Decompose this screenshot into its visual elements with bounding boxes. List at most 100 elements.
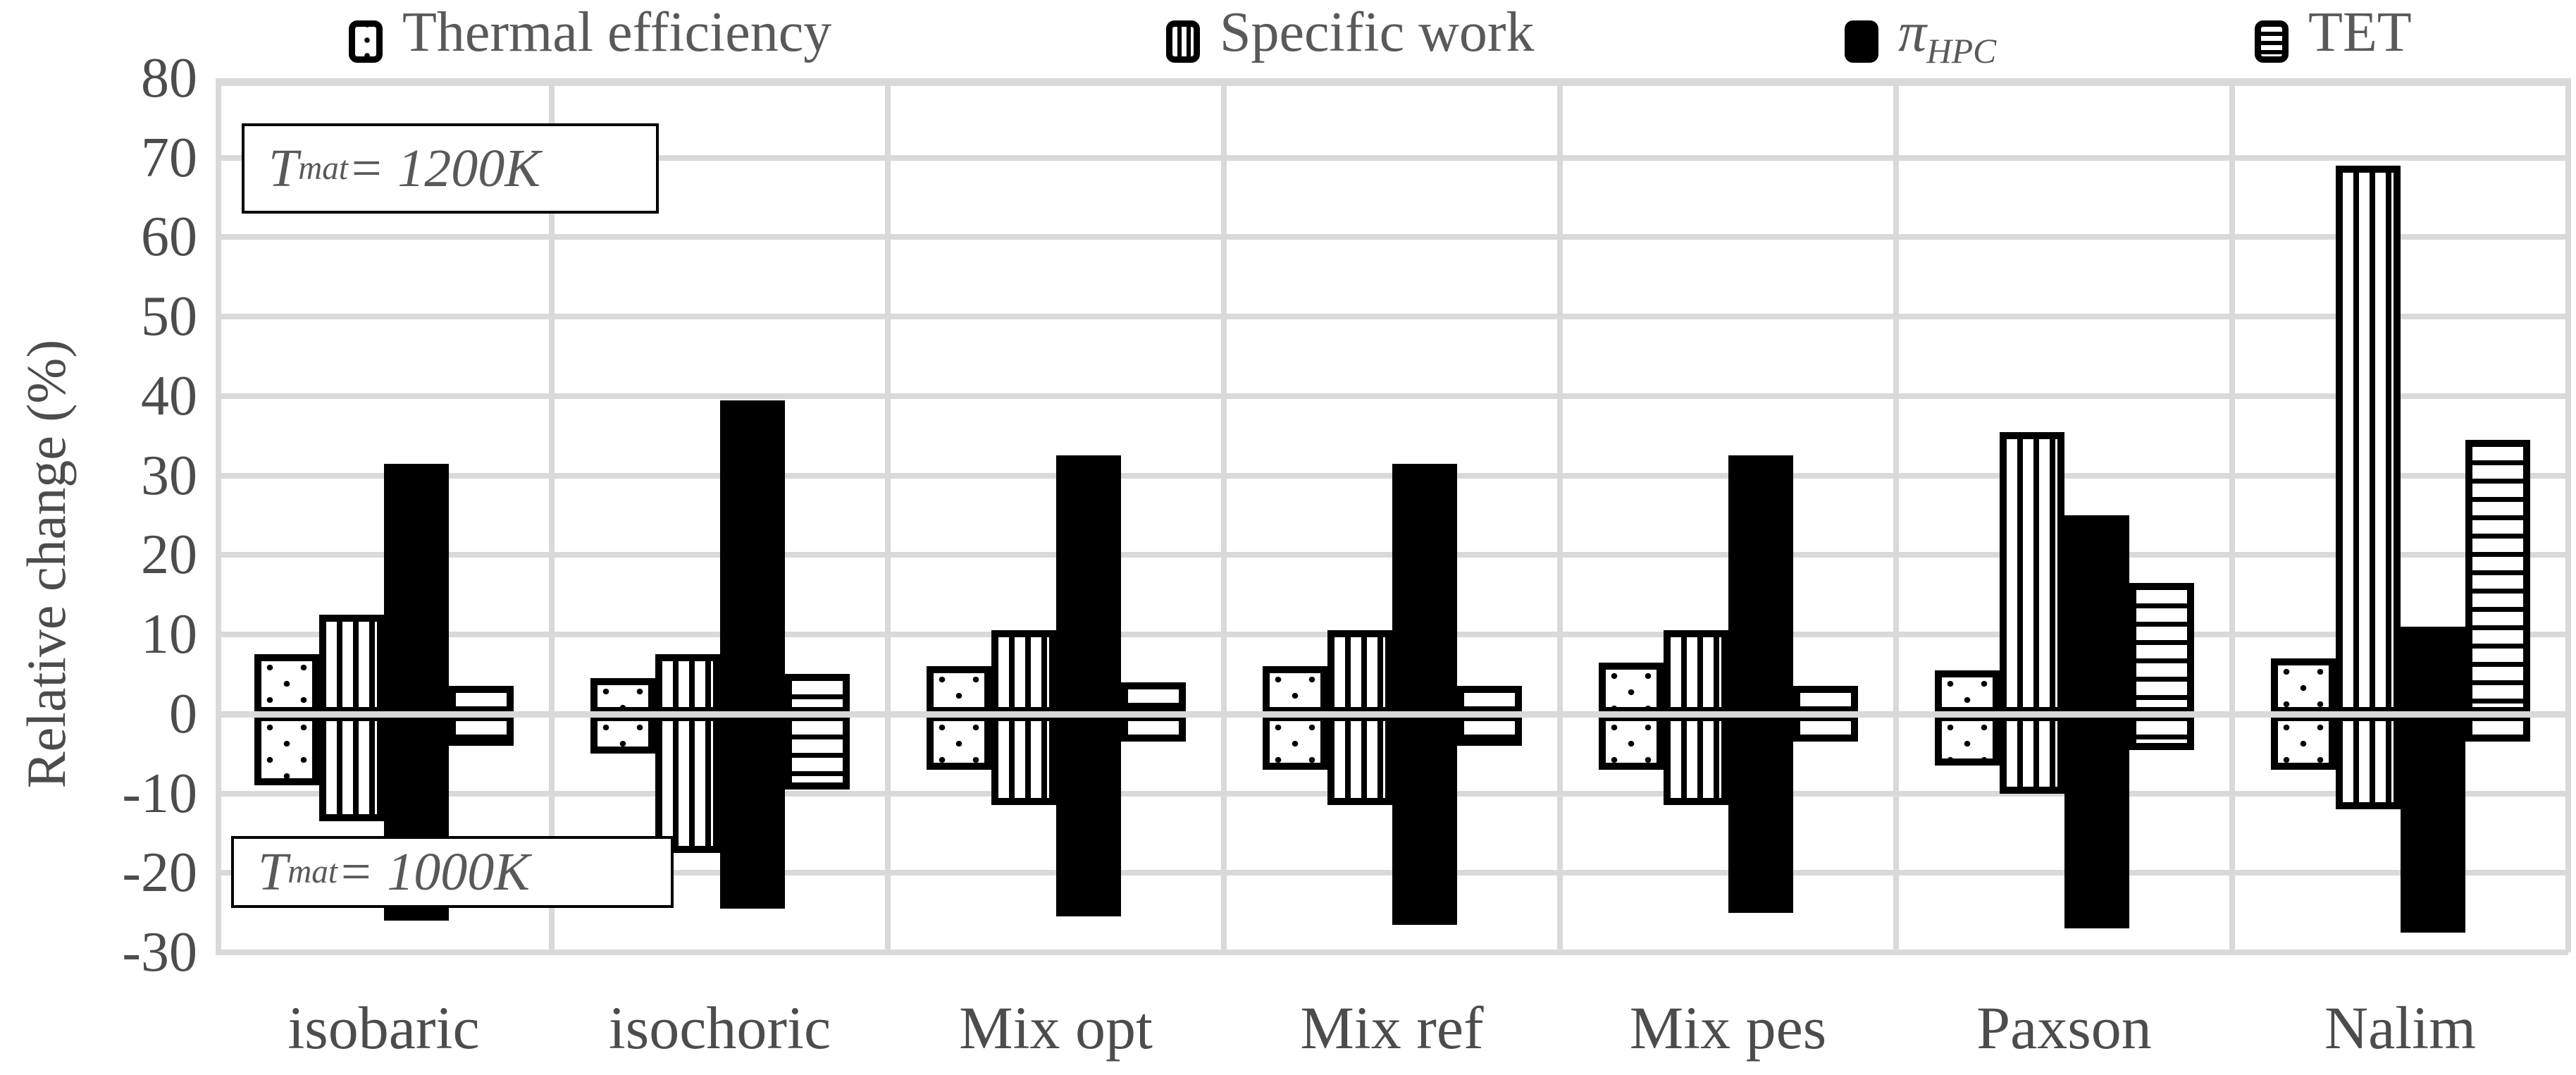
y-tick-label-20: 20: [141, 524, 197, 586]
bar-dots-isochoric-neg: [590, 713, 655, 754]
bar-solid-paxson-pos: [2064, 515, 2129, 714]
bar-dots-mix-pes-pos: [1598, 662, 1664, 714]
bar-hstripes-isochoric-neg: [784, 713, 850, 790]
bar-hstripes-mix-ref-pos: [1456, 686, 1522, 714]
x-category-label-paxson: Paxson: [1976, 994, 2152, 1062]
bar-vstripes-mix-pes-pos: [1663, 630, 1728, 714]
legend-item-thermal-efficiency: Thermal efficiency: [349, 1, 831, 73]
bar-dots-isobaric-neg: [254, 713, 319, 786]
bar-hstripes-nalim-pos: [2465, 439, 2530, 714]
bar-solid-mix-ref-pos: [1392, 463, 1457, 714]
gridline-y-80: [216, 78, 2568, 86]
bar-hstripes-isobaric-pos: [448, 686, 514, 714]
bar-dots-mix-opt-pos: [926, 666, 991, 714]
bar-hstripes-paxson-neg: [2129, 713, 2194, 750]
x-category-label-nalim: Nalim: [2324, 994, 2476, 1062]
bar-vstripes-mix-pes-neg: [1663, 713, 1728, 806]
gridline-x-3: [1221, 78, 1227, 952]
bar-vstripes-nalim-pos: [2335, 166, 2401, 714]
y-tick-label-50: 50: [141, 285, 197, 348]
gridline-y-60: [216, 234, 2568, 240]
bar-solid-mix-pes-pos: [1728, 455, 1793, 714]
y-tick-label--30: -30: [122, 921, 197, 983]
x-category-label-isobaric: isobaric: [287, 994, 480, 1062]
bar-dots-paxson-neg: [1934, 713, 2000, 766]
gridline-x-7: [2565, 78, 2571, 952]
y-tick-label-80: 80: [141, 47, 197, 109]
legend-item-tet: TET: [2255, 1, 2412, 73]
bar-solid-mix-opt-pos: [1055, 455, 1121, 714]
bar-vstripes-isochoric-pos: [655, 654, 720, 714]
gridline-x-5: [1893, 78, 1899, 952]
legend-label: Specific work: [1220, 1, 1535, 63]
bar-vstripes-paxson-pos: [1999, 431, 2064, 714]
x-category-label-mix-pes: Mix pes: [1629, 994, 1827, 1062]
bar-hstripes-mix-opt-neg: [1120, 713, 1186, 742]
bar-solid-isochoric-neg: [719, 713, 785, 909]
bar-dots-isochoric-pos: [590, 678, 655, 714]
bar-dots-mix-ref-pos: [1262, 666, 1327, 714]
y-tick-label-70: 70: [141, 126, 197, 189]
gridline-y-50: [216, 314, 2568, 320]
bar-vstripes-isobaric-neg: [318, 713, 384, 821]
bar-hstripes-mix-ref-neg: [1456, 713, 1522, 746]
y-tick-label--10: -10: [122, 762, 197, 825]
bar-hstripes-mix-pes-neg: [1792, 713, 1858, 742]
bar-vstripes-mix-opt-neg: [991, 713, 1056, 806]
gridline-y-40: [216, 393, 2568, 399]
tet-swatch-icon: [2255, 20, 2289, 63]
bar-dots-mix-pes-neg: [1598, 713, 1664, 770]
y-tick-label-40: 40: [141, 364, 197, 427]
x-category-label-isochoric: isochoric: [608, 994, 831, 1062]
bar-hstripes-mix-pes-pos: [1792, 686, 1858, 714]
bar-hstripes-nalim-neg: [2465, 713, 2530, 742]
legend-label: TET: [2308, 1, 2412, 63]
bar-vstripes-mix-ref-pos: [1327, 630, 1392, 714]
specific-work-swatch-icon: [1166, 20, 1200, 63]
bar-solid-isochoric-pos: [719, 400, 785, 714]
legend-label: Thermal efficiency: [402, 1, 832, 63]
bar-vstripes-mix-opt-pos: [991, 630, 1056, 714]
y-tick-label-30: 30: [141, 444, 197, 507]
x-category-label-mix-opt: Mix opt: [959, 994, 1153, 1062]
bar-solid-mix-pes-neg: [1728, 713, 1793, 913]
gridline-y-70: [216, 154, 2568, 161]
pi-hpc-swatch-icon: [1845, 20, 1878, 63]
gridline-y--30: [216, 950, 2568, 955]
bar-solid-nalim-neg: [2400, 713, 2465, 933]
y-tick-label--20: -20: [122, 842, 197, 904]
bar-dots-nalim-neg: [2270, 713, 2336, 770]
bar-dots-paxson-pos: [1934, 670, 2000, 714]
bar-solid-mix-opt-neg: [1055, 713, 1121, 917]
bar-dots-mix-ref-neg: [1262, 713, 1327, 770]
y-tick-label-10: 10: [141, 603, 197, 666]
bar-hstripes-isobaric-neg: [448, 713, 514, 746]
bar-hstripes-isochoric-pos: [784, 674, 850, 714]
bar-vstripes-paxson-neg: [1999, 713, 2064, 794]
gridline-x-6: [2229, 78, 2235, 952]
bar-hstripes-mix-opt-pos: [1120, 682, 1186, 714]
bar-solid-isobaric-pos: [383, 463, 449, 714]
x-category-label-mix-ref: Mix ref: [1300, 994, 1484, 1062]
gridline-x-4: [1557, 78, 1563, 952]
bar-dots-isobaric-pos: [254, 654, 319, 714]
thermal-efficiency-swatch-icon: [349, 20, 383, 63]
bar-solid-mix-ref-neg: [1392, 713, 1457, 925]
bar-dots-nalim-pos: [2270, 658, 2336, 714]
bar-vstripes-mix-ref-neg: [1327, 713, 1392, 806]
bar-vstripes-isochoric-neg: [655, 713, 720, 854]
gridline-x-1: [549, 78, 555, 952]
gridline-x-2: [885, 78, 891, 952]
legend-label: πHPC: [1898, 1, 1997, 70]
gridline-x-0: [216, 78, 221, 952]
zero-axis-line: [216, 711, 2568, 718]
bar-solid-nalim-pos: [2400, 626, 2465, 714]
bar-vstripes-nalim-neg: [2335, 713, 2401, 810]
bar-dots-mix-opt-neg: [926, 713, 991, 770]
y-tick-label-60: 60: [141, 206, 197, 269]
bar-solid-paxson-neg: [2064, 713, 2129, 929]
